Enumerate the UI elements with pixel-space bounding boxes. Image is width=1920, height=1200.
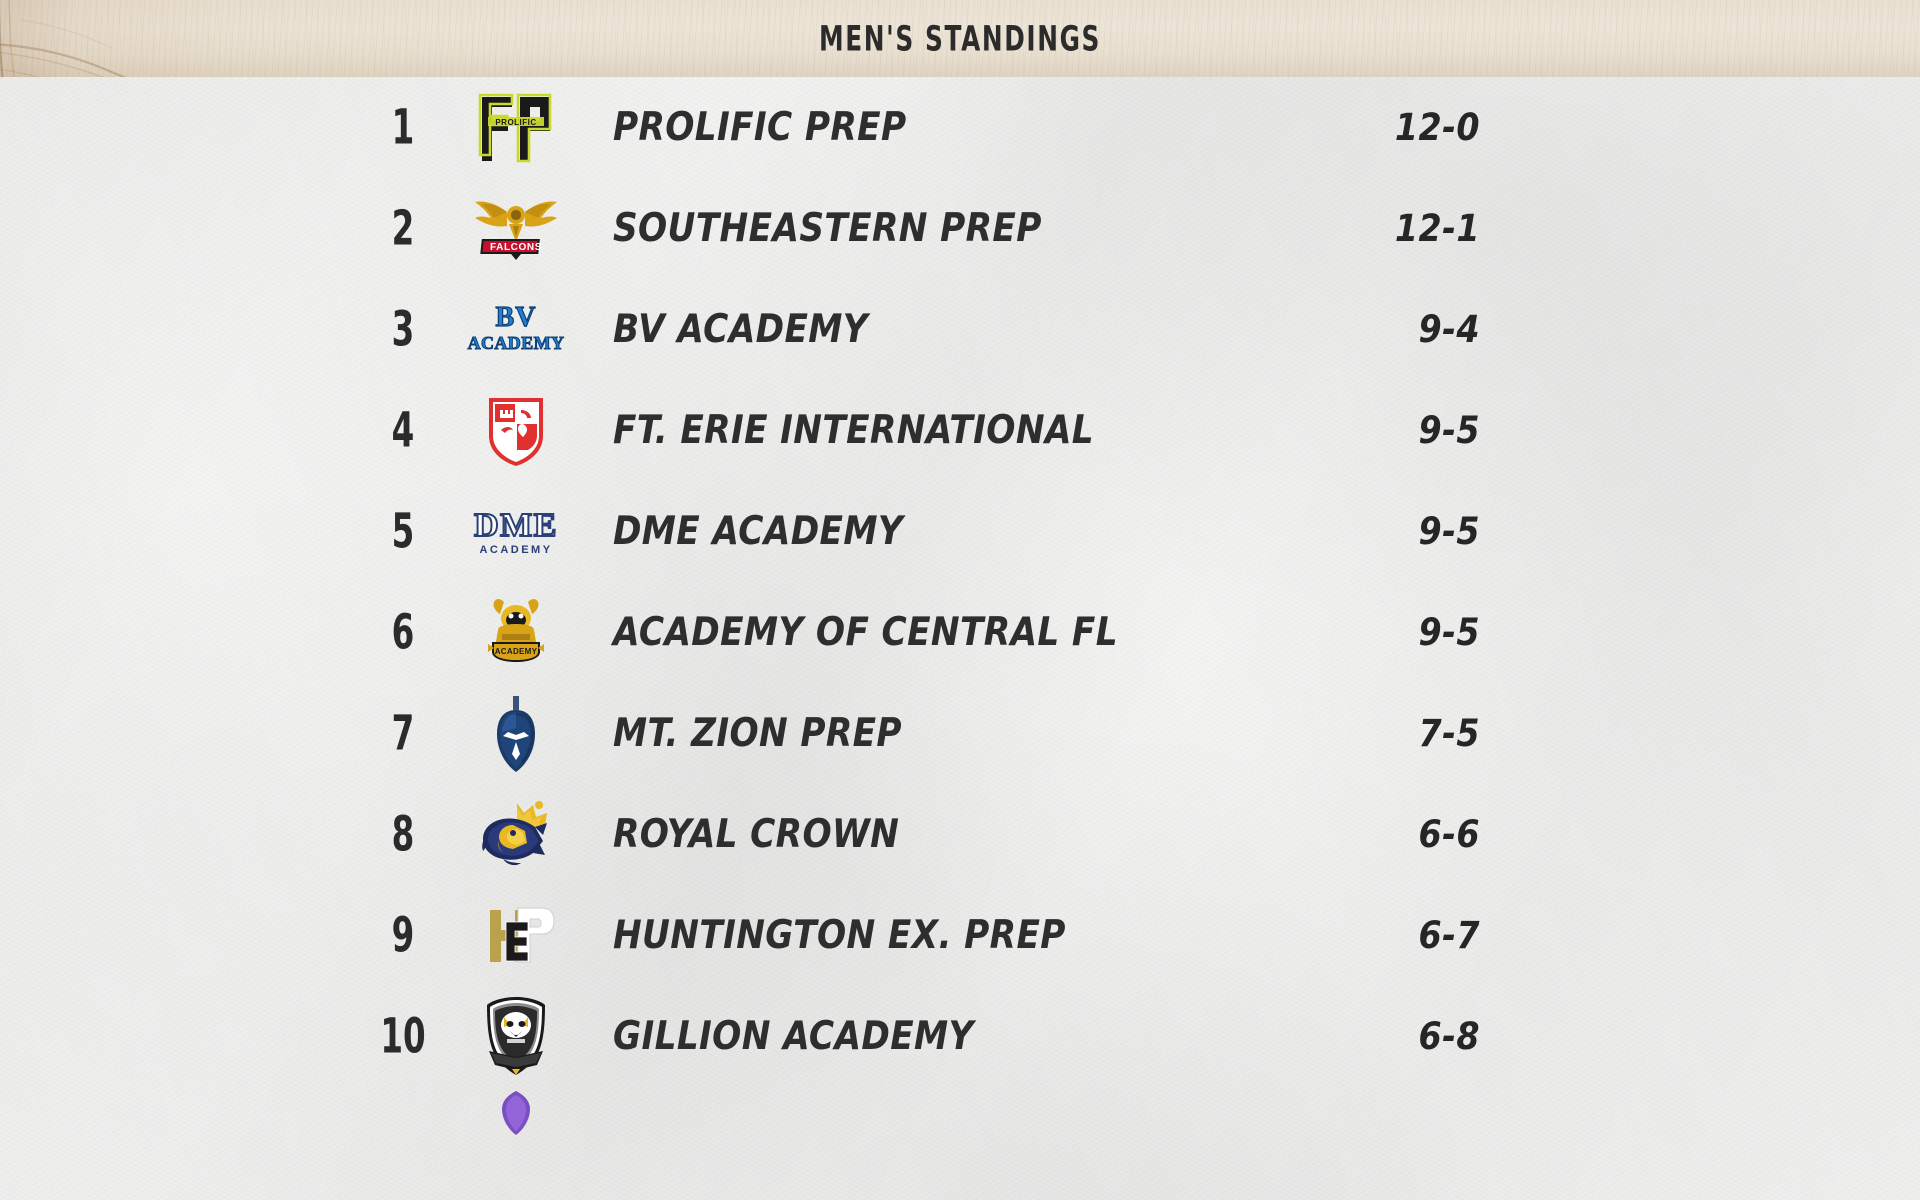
team-record: 12-1 (1394, 207, 1480, 250)
team-record: 9-5 (1418, 510, 1480, 553)
svg-text:BV: BV (496, 302, 537, 333)
rank-number: 3 (391, 300, 415, 357)
svg-text:FALCONS: FALCONS (490, 242, 542, 253)
gillion-academy-logo (456, 993, 576, 1081)
dme-academy-logo: DME ACADEMY (456, 488, 576, 576)
team-record: 12-0 (1394, 106, 1480, 149)
page-title: MEN'S STANDINGS (818, 19, 1102, 60)
team-name: FT. ERIE INTERNATIONAL (612, 408, 1095, 453)
rank-number: 10 (380, 1007, 426, 1064)
standings-row[interactable]: 8 (0, 784, 1920, 885)
rank-number: 7 (391, 704, 415, 761)
header-band: MEN'S STANDINGS (0, 0, 1920, 77)
wood-grain-decoration (0, 0, 127, 77)
team-record: 7-5 (1418, 712, 1480, 755)
academy-of-central-fl-logo: ACADEMY (456, 589, 576, 677)
team-name: PROLIFIC PREP (612, 105, 907, 150)
next-team-logo-partial (456, 1087, 576, 1147)
mt-zion-prep-logo (456, 690, 576, 778)
ft-erie-international-logo (456, 387, 576, 475)
team-name: GILLION ACADEMY (612, 1014, 974, 1059)
southeastern-falcons-logo: FALCONS (456, 185, 576, 273)
svg-text:ACADEMY: ACADEMY (468, 333, 565, 353)
team-record: 6-6 (1418, 813, 1480, 856)
svg-text:ACADEMY: ACADEMY (495, 647, 538, 656)
rank-number: 2 (391, 199, 415, 256)
standings-row[interactable]: 1 PROLIFIC PROLIFIC PREP 12-0 (0, 77, 1920, 178)
huntington-ex-prep-logo (456, 892, 576, 980)
standings-row[interactable]: 2 FALCONS (0, 178, 1920, 279)
standings-row[interactable]: 6 ACADEMY (0, 582, 1920, 683)
standings-row[interactable]: 9 HUNTINGTON EX. PREP 6-7 (0, 885, 1920, 986)
team-name: SOUTHEASTERN PREP (612, 206, 1042, 251)
team-name: HUNTINGTON EX. PREP (612, 913, 1066, 958)
standings-row[interactable]: 10 (0, 986, 1920, 1087)
rank-number: 1 (391, 98, 415, 155)
svg-text:ACADEMY: ACADEMY (479, 544, 552, 556)
team-name: BV ACADEMY (612, 307, 868, 352)
rank-number: 9 (391, 906, 415, 963)
standings-row[interactable]: 7 MT. ZION PREP 7-5 (0, 683, 1920, 784)
team-record: 9-4 (1418, 308, 1480, 351)
prolific-prep-logo: PROLIFIC (456, 84, 576, 172)
rank-number: 5 (391, 502, 415, 559)
team-name: DME ACADEMY (612, 509, 904, 554)
team-name: MT. ZION PREP (612, 711, 902, 756)
team-record: 6-8 (1418, 1015, 1480, 1058)
svg-text:DME: DME (474, 507, 558, 544)
standings-row[interactable]: 4 FT. ERIE (0, 380, 1920, 481)
standings-list: 1 PROLIFIC PROLIFIC PREP 12-0 2 (0, 77, 1920, 1147)
rank-number: 6 (391, 603, 415, 660)
team-record: 9-5 (1418, 611, 1480, 654)
rank-number: 8 (391, 805, 415, 862)
standings-row[interactable]: 5 DME ACADEMY DME ACADEMY 9-5 (0, 481, 1920, 582)
royal-crown-logo (456, 791, 576, 879)
team-name: ROYAL CROWN (612, 812, 900, 857)
rank-number: 4 (391, 401, 415, 458)
bv-academy-logo: BV ACADEMY (456, 286, 576, 374)
standings-row-partial[interactable] (0, 1087, 1920, 1147)
svg-text:PROLIFIC: PROLIFIC (495, 118, 536, 127)
team-record: 6-7 (1418, 914, 1480, 957)
team-record: 9-5 (1418, 409, 1480, 452)
team-name: ACADEMY OF CENTRAL FL (612, 610, 1118, 655)
standings-row[interactable]: 3 BV ACADEMY BV ACADEMY 9-4 (0, 279, 1920, 380)
